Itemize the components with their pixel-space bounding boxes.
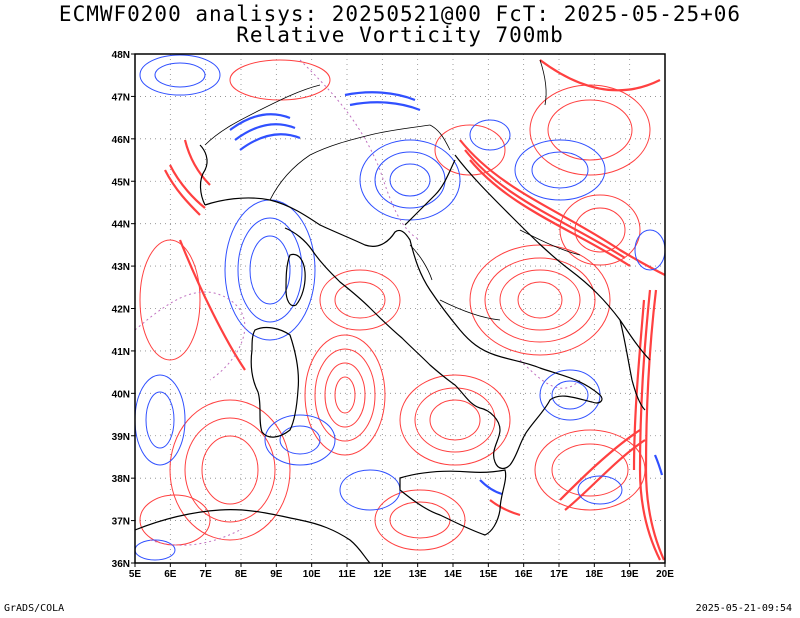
negative-vorticity-contours bbox=[135, 54, 665, 561]
lat-tick-label: 37N bbox=[112, 517, 130, 528]
footer-credit: GrADS/COLA bbox=[4, 603, 65, 614]
lat-tick-label: 40N bbox=[112, 389, 130, 400]
lon-tick-label: 20E bbox=[656, 569, 674, 580]
lon-tick-label: 11E bbox=[338, 569, 356, 580]
lat-tick-label: 41N bbox=[112, 347, 130, 358]
lon-tick-label: 19E bbox=[621, 569, 639, 580]
zero-vorticity-contours bbox=[135, 59, 581, 546]
lat-tick-label: 42N bbox=[112, 305, 130, 316]
lon-tick-label: 7E bbox=[200, 569, 213, 580]
strong-negative-bands bbox=[229, 91, 664, 496]
lon-tick-label: 17E bbox=[550, 569, 568, 580]
lon-tick-label: 5E bbox=[129, 569, 142, 580]
lat-tick-label: 39N bbox=[112, 432, 130, 443]
positive-vorticity-contours bbox=[139, 59, 651, 551]
lon-tick-label: 18E bbox=[585, 569, 603, 580]
vorticity-contours bbox=[135, 54, 665, 561]
lat-tick-label: 36N bbox=[112, 559, 130, 570]
title-line-2: Relative Vorticity 700mb bbox=[236, 23, 564, 47]
lat-tick-label: 38N bbox=[112, 474, 130, 485]
map-axes: 5E 6E 7E 8E 9E 10E 11E 12E 13E 14E 15E 16E 17E 18E 19E… bbox=[112, 50, 675, 580]
lon-tick-label: 16E bbox=[515, 569, 533, 580]
footer-timestamp: 2025-05-21-09:54 bbox=[695, 603, 792, 614]
lon-tick-label: 10E bbox=[303, 569, 321, 580]
lat-tick-label: 44N bbox=[112, 220, 130, 231]
lat-tick-label: 48N bbox=[112, 50, 130, 61]
coastlines bbox=[135, 59, 651, 563]
lat-tick-label: 46N bbox=[112, 135, 130, 146]
lon-tick-label: 15E bbox=[479, 569, 497, 580]
lon-tick-label: 8E bbox=[235, 569, 248, 580]
strong-positive-bands bbox=[164, 59, 665, 561]
lon-tick-label: 13E bbox=[409, 569, 427, 580]
lon-tick-label: 6E bbox=[164, 569, 177, 580]
lat-tick-label: 47N bbox=[112, 92, 130, 103]
lon-tick-label: 9E bbox=[270, 569, 283, 580]
lon-tick-label: 12E bbox=[373, 569, 391, 580]
lat-tick-label: 45N bbox=[112, 177, 130, 188]
lon-tick-label: 14E bbox=[444, 569, 462, 580]
title-line-1: ECMWF0200 analisys: 20250521@00 FcT: 202… bbox=[58, 2, 742, 26]
lat-tick-label: 43N bbox=[112, 262, 130, 273]
